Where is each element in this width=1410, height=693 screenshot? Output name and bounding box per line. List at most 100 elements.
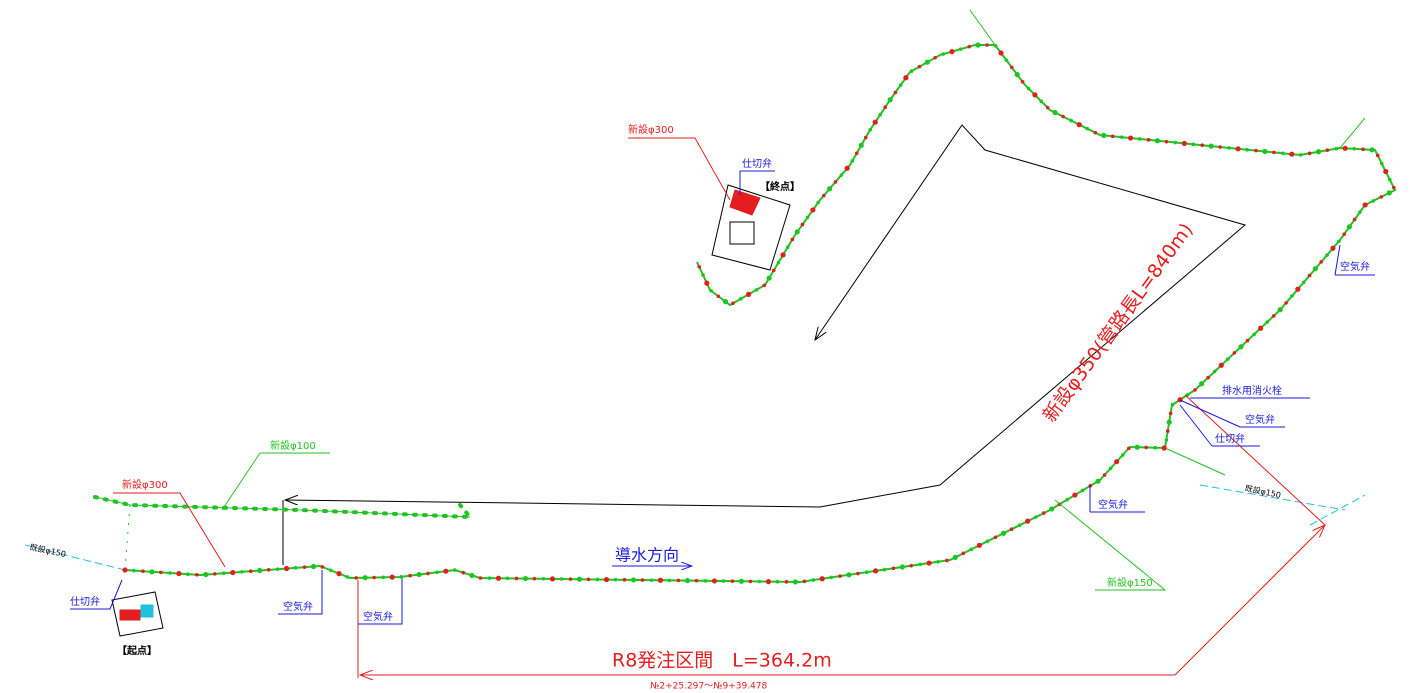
route-dot xyxy=(918,562,922,567)
route-dot xyxy=(1232,351,1237,355)
route-dot xyxy=(595,577,600,582)
route-dot xyxy=(800,222,805,227)
label: 仕切弁 xyxy=(742,157,772,170)
route-dot xyxy=(863,135,868,140)
route-dot xyxy=(716,294,721,299)
route-dot xyxy=(1289,151,1295,157)
route-dot xyxy=(949,48,955,55)
route-dot xyxy=(1369,147,1375,153)
route-dot xyxy=(854,151,859,155)
route-dot xyxy=(676,578,681,583)
route-dot xyxy=(443,568,449,574)
route-dot xyxy=(302,565,307,569)
route-dot xyxy=(868,127,872,132)
label: 新設φ100 xyxy=(270,439,316,452)
route-dot xyxy=(1154,138,1161,144)
route-dot xyxy=(839,173,844,177)
route-dot xyxy=(792,579,799,585)
route-dot xyxy=(993,535,998,540)
label: 新設φ350(管路長L=840m) xyxy=(1039,219,1198,426)
route-dot xyxy=(1181,140,1187,147)
route-dot xyxy=(1265,320,1269,324)
route-dot xyxy=(149,569,155,575)
route-dot xyxy=(1298,153,1303,157)
route-dot xyxy=(898,83,903,87)
route-dot xyxy=(827,186,833,192)
route-dot xyxy=(887,97,893,103)
route-dot xyxy=(738,578,745,584)
route-dot xyxy=(958,47,963,51)
route-dot xyxy=(576,576,583,582)
route-dot xyxy=(1227,146,1231,150)
route-dot xyxy=(899,564,905,570)
route-dot xyxy=(775,579,780,584)
route-dot xyxy=(858,142,864,148)
route-dot xyxy=(1290,294,1294,298)
route-dot xyxy=(936,559,940,564)
route-dot xyxy=(1358,210,1362,214)
route-dot xyxy=(495,575,502,581)
route-dot xyxy=(816,200,820,205)
route-dot xyxy=(362,575,368,581)
label: 既設φ150 xyxy=(1244,483,1282,500)
route-dot xyxy=(461,570,466,575)
route-dot xyxy=(1281,151,1285,156)
route-dot xyxy=(833,180,838,184)
route-dot xyxy=(883,105,887,110)
route-dot xyxy=(505,576,510,581)
pipe-route xyxy=(122,9,1397,585)
route-dot xyxy=(961,551,966,556)
route-dot xyxy=(1128,135,1134,141)
label: 空気弁 xyxy=(1340,260,1370,273)
label: 仕切弁 xyxy=(1215,432,1245,445)
route-dot xyxy=(1334,146,1339,151)
route-dot xyxy=(945,558,949,563)
route-dot xyxy=(328,568,333,573)
route-dot xyxy=(985,539,990,544)
route-dot xyxy=(1226,357,1230,361)
label: R8発注区間 L=364.2m xyxy=(612,650,832,672)
route-dot xyxy=(1185,393,1190,397)
route-dot xyxy=(1041,511,1046,515)
route-dot xyxy=(1315,149,1322,155)
route-dot xyxy=(1254,148,1258,153)
label: 新設φ300 xyxy=(628,123,674,136)
label: 【起点】 xyxy=(117,644,157,657)
route-dot xyxy=(1093,130,1098,135)
route-dot xyxy=(844,165,850,171)
route-dot xyxy=(1199,381,1205,387)
route-dot xyxy=(1025,518,1031,524)
existing-pipes xyxy=(24,484,1366,571)
route-dot xyxy=(891,566,896,571)
building-start xyxy=(111,591,164,637)
route-dot xyxy=(195,572,199,577)
route-dot xyxy=(1164,438,1169,442)
route-dot xyxy=(697,264,702,269)
route-dot xyxy=(657,577,664,583)
route-dot xyxy=(275,567,280,571)
route-dot xyxy=(426,571,430,576)
route-dot xyxy=(1108,466,1113,471)
route-dot xyxy=(452,568,457,572)
route-dot xyxy=(967,44,972,49)
route-dot xyxy=(212,572,217,576)
route-dot xyxy=(1352,147,1356,151)
route-dot xyxy=(1386,190,1392,196)
route-dot xyxy=(711,578,718,584)
label: 空気弁 xyxy=(363,610,393,623)
route-dot xyxy=(856,571,860,576)
route-dot xyxy=(1072,492,1078,498)
route-dot xyxy=(838,574,842,578)
route-dot xyxy=(976,542,982,548)
route-dot xyxy=(1045,105,1050,110)
label: 空気弁 xyxy=(1098,498,1128,511)
route-dot xyxy=(186,572,190,576)
route-dot xyxy=(640,578,645,582)
route-dot xyxy=(1208,143,1214,149)
route-dot xyxy=(1212,369,1217,374)
route-dot xyxy=(478,576,483,580)
label: №2+25.297～№9+39.478 xyxy=(650,682,768,692)
label: 導水方向 xyxy=(615,546,679,565)
route-dot xyxy=(810,207,816,213)
route-dot xyxy=(487,576,492,580)
